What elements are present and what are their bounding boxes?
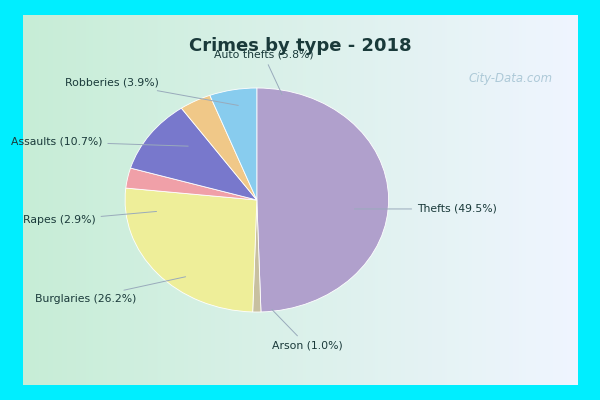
Wedge shape [181, 95, 257, 200]
Text: Rapes (2.9%): Rapes (2.9%) [23, 212, 157, 225]
Wedge shape [253, 200, 261, 312]
Text: Crimes by type - 2018: Crimes by type - 2018 [188, 37, 412, 55]
Wedge shape [126, 168, 257, 200]
Wedge shape [257, 88, 389, 312]
Wedge shape [131, 108, 257, 200]
Text: City-Data.com: City-Data.com [469, 72, 553, 84]
Text: Thefts (49.5%): Thefts (49.5%) [355, 204, 497, 214]
Text: Arson (1.0%): Arson (1.0%) [272, 310, 342, 350]
Text: Robberies (3.9%): Robberies (3.9%) [65, 77, 238, 106]
Text: Assaults (10.7%): Assaults (10.7%) [11, 137, 188, 147]
Wedge shape [210, 88, 257, 200]
Text: Burglaries (26.2%): Burglaries (26.2%) [35, 277, 185, 304]
Text: Auto thefts (5.8%): Auto thefts (5.8%) [214, 49, 313, 94]
Wedge shape [125, 188, 257, 312]
